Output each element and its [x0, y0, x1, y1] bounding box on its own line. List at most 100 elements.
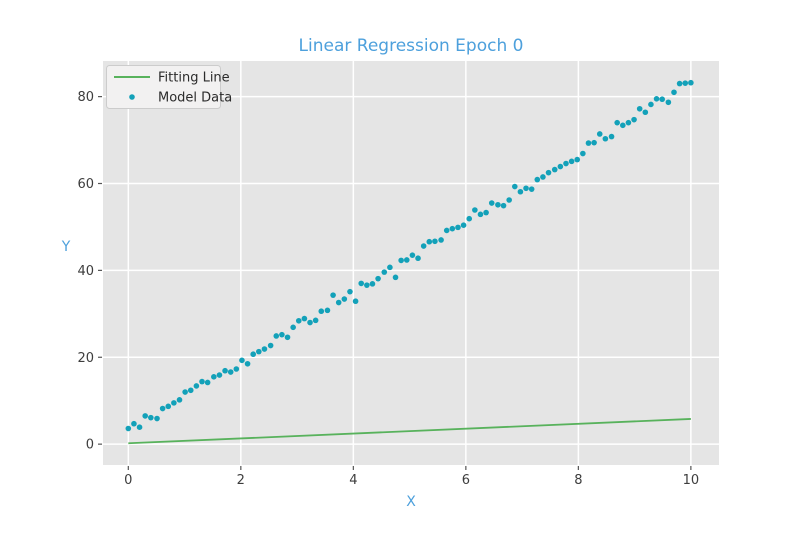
- scatter-point: [375, 275, 381, 282]
- scatter-point: [580, 150, 586, 157]
- scatter-point: [176, 397, 183, 403]
- scatter-point: [432, 238, 438, 245]
- scatter-point: [466, 215, 473, 222]
- scatter-point: [676, 80, 683, 87]
- tick-layer: 0 2 4 6 8 10 0 20 40 60 80: [77, 90, 699, 488]
- scatter-point: [523, 185, 529, 192]
- scatter-point: [142, 413, 148, 419]
- scatter-point: [472, 207, 478, 213]
- scatter-point: [392, 274, 399, 281]
- scatter-point: [273, 333, 280, 339]
- scatter-point: [233, 366, 240, 372]
- scatter-point: [534, 176, 541, 183]
- scatter-point: [540, 174, 546, 180]
- y-tick-label: 60: [77, 177, 94, 192]
- scatter-point: [364, 282, 370, 288]
- scatter-point: [403, 257, 410, 263]
- x-tick-label: 0: [124, 473, 132, 488]
- model-data-swatch-icon: [129, 94, 135, 100]
- scatter-point: [488, 200, 495, 206]
- scatter-point: [358, 280, 365, 287]
- scatter-point: [295, 317, 302, 324]
- scatter-point: [653, 95, 660, 102]
- scatter-point: [545, 169, 552, 176]
- scatter-point: [614, 119, 620, 126]
- y-tick-label: 20: [77, 351, 94, 366]
- scatter-point: [688, 79, 694, 86]
- scatter-point: [290, 324, 296, 331]
- legend-label-fitting-line: Fitting Line: [158, 71, 230, 86]
- scatter-point: [477, 211, 484, 218]
- scatter-point: [125, 425, 132, 432]
- scatter-point: [511, 183, 518, 190]
- x-tick-label: 10: [683, 473, 700, 488]
- scatter-point: [227, 369, 234, 375]
- scatter-point: [381, 269, 388, 275]
- scatter-point: [636, 105, 643, 112]
- scatter-point: [244, 360, 251, 367]
- scatter-point: [602, 135, 609, 142]
- scatter-point: [347, 288, 353, 295]
- scatter-point: [182, 389, 188, 395]
- y-tick-label: 40: [77, 264, 94, 279]
- scatter-point: [239, 357, 245, 364]
- scatter-point: [335, 299, 342, 306]
- scatter-point: [631, 116, 637, 123]
- scatter-point: [330, 292, 336, 298]
- scatter-point: [154, 415, 160, 422]
- scatter-point: [659, 96, 665, 103]
- scatter-point: [528, 186, 535, 192]
- scatter-point: [648, 101, 654, 108]
- scatter-point: [279, 331, 285, 338]
- scatter-point: [250, 351, 257, 358]
- scatter-point: [199, 378, 205, 385]
- x-tick-label: 6: [462, 473, 470, 488]
- scatter-point: [574, 156, 581, 163]
- y-tick-label: 0: [86, 438, 94, 453]
- scatter-point: [500, 202, 507, 209]
- scatter-point: [426, 238, 433, 245]
- scatter-point: [517, 188, 524, 195]
- scatter-point: [671, 89, 677, 96]
- scatter-point: [398, 257, 404, 264]
- scatter-point: [307, 319, 313, 326]
- x-tick-label: 4: [349, 473, 357, 488]
- scatter-point: [596, 131, 603, 137]
- scatter-point: [301, 315, 308, 322]
- scatter-point: [187, 387, 194, 394]
- scatter-point: [460, 222, 467, 229]
- scatter-point: [352, 298, 359, 305]
- scatter-point: [642, 109, 649, 116]
- scatter-point: [591, 139, 597, 146]
- x-tick-label: 2: [237, 473, 245, 488]
- scatter-point: [608, 133, 615, 140]
- scatter-point: [563, 160, 569, 167]
- scatter-point: [506, 197, 512, 203]
- scatter-point: [438, 237, 444, 243]
- scatter-point: [211, 374, 217, 380]
- scatter-point: [585, 140, 592, 146]
- scatter-point: [455, 224, 461, 231]
- x-axis-label: X: [406, 494, 416, 510]
- scatter-point: [318, 308, 325, 315]
- scatter-point: [568, 158, 575, 165]
- scatter-point: [261, 346, 268, 352]
- scatter-point: [341, 296, 348, 302]
- scatter-point: [193, 383, 200, 389]
- scatter-point: [420, 243, 427, 249]
- scatter-point: [324, 307, 331, 314]
- series-layer: [125, 79, 694, 445]
- y-axis-label: Y: [61, 239, 71, 255]
- scatter-point: [165, 403, 172, 410]
- scatter-point: [557, 163, 564, 170]
- grid-layer: [103, 61, 719, 465]
- legend: Fitting Line Model Data: [106, 65, 232, 109]
- scatter-point: [409, 252, 416, 258]
- scatter-point: [284, 334, 291, 341]
- fitting-line-series: [128, 418, 691, 445]
- scatter-point: [625, 119, 632, 126]
- scatter-point: [443, 227, 450, 234]
- plot-area: [103, 61, 719, 465]
